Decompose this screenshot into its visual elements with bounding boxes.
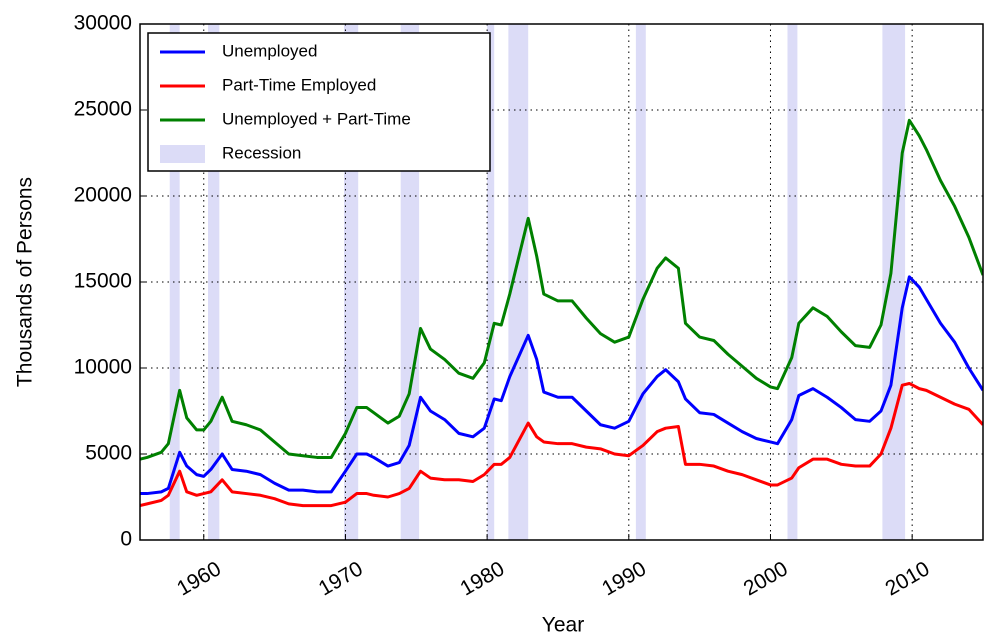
x-tick-label: 2010 xyxy=(881,557,933,600)
legend-swatch xyxy=(160,145,205,163)
x-tick-label: 1990 xyxy=(598,557,650,600)
legend: Unemployed Part-Time Employed Unemployed +… xyxy=(147,32,491,172)
y-tick-label: 5000 xyxy=(85,442,132,465)
x-tick-label: 1960 xyxy=(173,557,225,600)
line-series xyxy=(140,381,983,508)
y-axis-label: Thousands of Persons xyxy=(14,177,37,387)
x-axis-label: Year xyxy=(542,614,584,637)
y-tick-label: 30000 xyxy=(74,12,132,35)
recession-band xyxy=(787,24,798,540)
recession-band xyxy=(487,24,495,540)
recession-band xyxy=(169,24,180,540)
recession-band xyxy=(208,24,220,540)
y-tick-label: 20000 xyxy=(74,184,132,207)
line-series xyxy=(140,275,983,496)
y-tick-label: 0 xyxy=(120,528,132,551)
recession-band xyxy=(508,24,529,540)
legend-label: Part-Time Employed xyxy=(222,75,376,94)
legend-label: Unemployed + Part-Time xyxy=(222,109,411,128)
x-tick-label: 2000 xyxy=(740,557,792,600)
x-tick-label: 1980 xyxy=(456,557,508,600)
legend-label: Recession xyxy=(222,143,301,162)
x-tick-label: 1970 xyxy=(315,557,367,600)
y-tick-label: 10000 xyxy=(74,356,132,379)
y-tick-label: 15000 xyxy=(74,270,132,293)
plot-frame xyxy=(139,23,984,541)
legend-label: Unemployed xyxy=(222,41,317,60)
line-series xyxy=(140,118,983,461)
y-tick-label: 25000 xyxy=(74,98,132,121)
